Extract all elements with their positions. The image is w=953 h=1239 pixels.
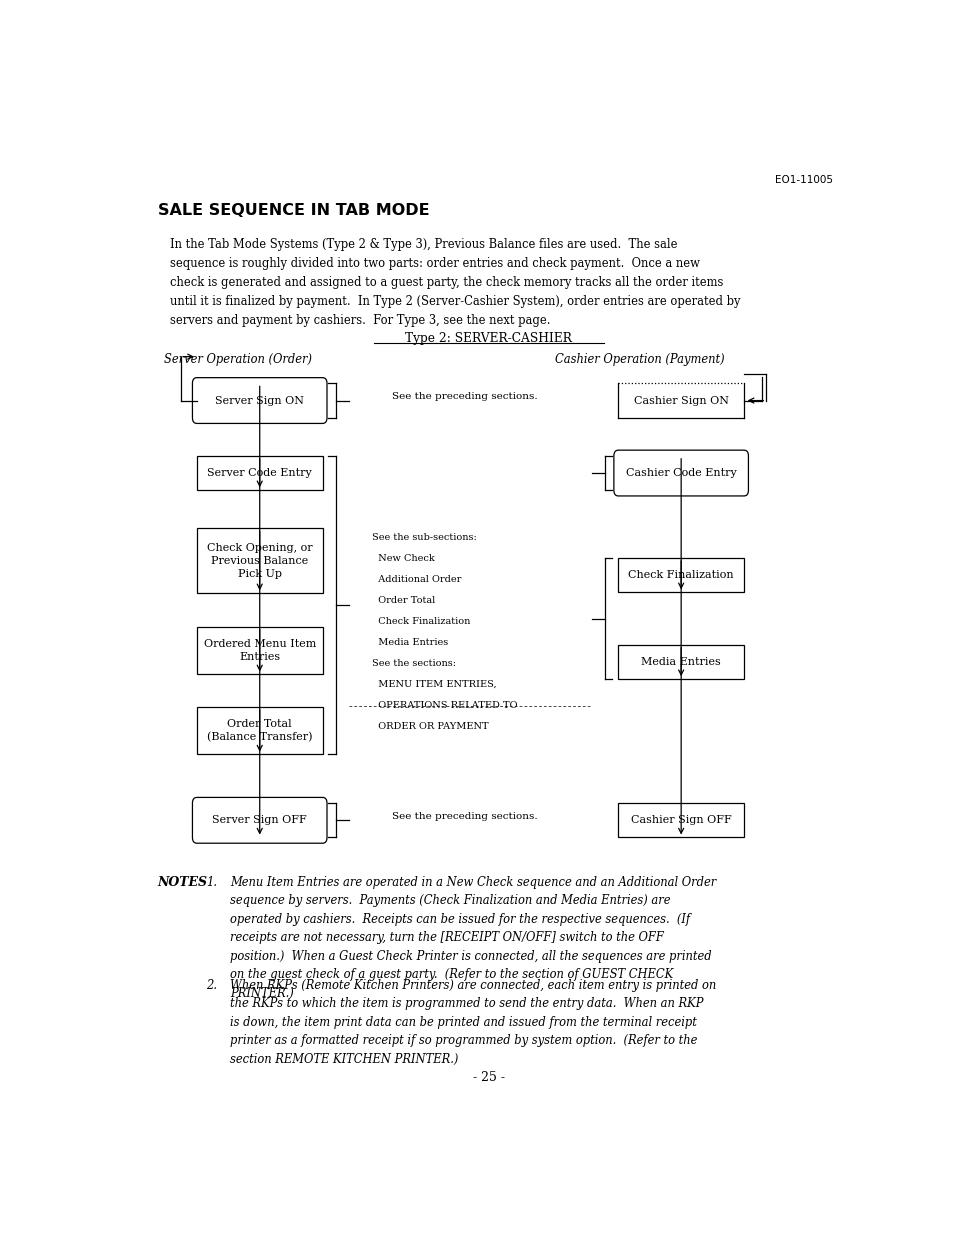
Bar — [196, 456, 322, 491]
Text: Media Entries: Media Entries — [372, 638, 448, 647]
Text: Order Total
(Balance Transfer): Order Total (Balance Transfer) — [207, 719, 313, 742]
Text: - 25 -: - 25 - — [473, 1070, 504, 1084]
Text: Check Opening, or
Previous Balance
Pick Up: Check Opening, or Previous Balance Pick … — [207, 543, 313, 579]
FancyBboxPatch shape — [193, 798, 327, 844]
Bar — [618, 558, 743, 592]
Text: When RKPs (Remote Kitchen Printers) are connected, each item entry is printed on: When RKPs (Remote Kitchen Printers) are … — [230, 979, 716, 1066]
Bar — [196, 528, 322, 593]
FancyBboxPatch shape — [613, 450, 748, 496]
Text: Check Finalization: Check Finalization — [628, 570, 733, 580]
FancyBboxPatch shape — [193, 378, 327, 424]
Text: MENU ITEM ENTRIES,: MENU ITEM ENTRIES, — [372, 680, 497, 689]
Text: See the preceding sections.: See the preceding sections. — [392, 812, 537, 821]
Text: Media Entries: Media Entries — [640, 657, 720, 667]
Text: Additional Order: Additional Order — [372, 575, 461, 584]
Text: Order Total: Order Total — [372, 596, 435, 605]
Bar — [618, 644, 743, 679]
Text: Ordered Menu Item
Entries: Ordered Menu Item Entries — [203, 639, 315, 662]
Text: Cashier Operation (Payment): Cashier Operation (Payment) — [555, 353, 724, 366]
Text: Cashier Code Entry: Cashier Code Entry — [625, 468, 736, 478]
Text: EO1-11005: EO1-11005 — [774, 176, 832, 186]
Text: 1.: 1. — [206, 876, 217, 888]
Text: See the sub-sections:: See the sub-sections: — [372, 533, 476, 543]
Bar — [196, 627, 322, 674]
Text: Cashier Sign ON: Cashier Sign ON — [633, 395, 728, 405]
Text: SALE SEQUENCE IN TAB MODE: SALE SEQUENCE IN TAB MODE — [157, 203, 429, 218]
Text: New Check: New Check — [372, 554, 435, 564]
Text: Server Operation (Order): Server Operation (Order) — [164, 353, 312, 366]
Text: OPERATIONS RELATED TO: OPERATIONS RELATED TO — [372, 701, 517, 710]
Text: See the sections:: See the sections: — [372, 659, 456, 668]
Text: Server Code Entry: Server Code Entry — [207, 468, 312, 478]
Bar — [618, 803, 743, 838]
Text: ORDER OR PAYMENT: ORDER OR PAYMENT — [372, 722, 488, 731]
Text: Server Sign OFF: Server Sign OFF — [213, 815, 307, 825]
Text: NOTES: NOTES — [157, 876, 208, 888]
Text: Menu Item Entries are operated in a New Check sequence and an Additional Order
s: Menu Item Entries are operated in a New … — [230, 876, 716, 1000]
Text: Type 2: SERVER-CASHIER: Type 2: SERVER-CASHIER — [405, 332, 572, 344]
Text: Cashier Sign OFF: Cashier Sign OFF — [630, 815, 731, 825]
Text: Check Finalization: Check Finalization — [372, 617, 470, 626]
Text: Server Sign ON: Server Sign ON — [215, 395, 304, 405]
Bar — [196, 706, 322, 755]
Text: 2.: 2. — [206, 979, 217, 991]
Text: In the Tab Mode Systems (Type 2 & Type 3), Previous Balance files are used.  The: In the Tab Mode Systems (Type 2 & Type 3… — [170, 238, 740, 327]
Text: See the preceding sections.: See the preceding sections. — [392, 393, 537, 401]
